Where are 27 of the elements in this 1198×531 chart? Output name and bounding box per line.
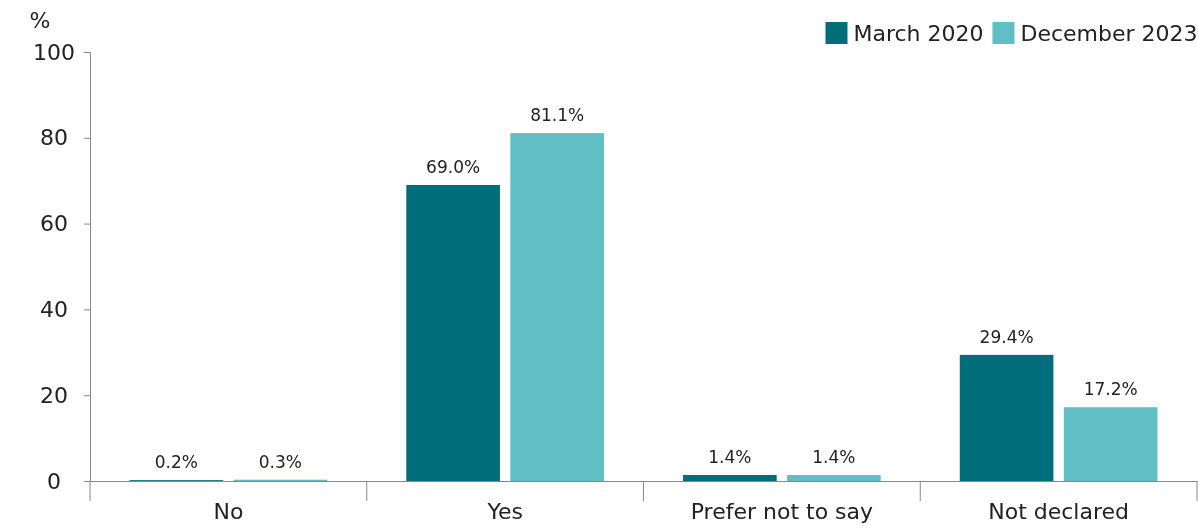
data-label: 81.1% [530,105,585,126]
bar [787,474,881,481]
bar [683,474,777,481]
y-tick-label: 100 [33,39,75,65]
legend-label: December 2023 [1020,21,1198,46]
y-tick-label: 20 [40,382,68,408]
bar [510,133,604,481]
data-label: 0.3% [258,451,302,472]
data-label: 69.0% [426,156,481,177]
bar [406,184,500,481]
data-label: 1.4% [812,446,856,467]
bar [1063,407,1158,481]
data-label: 17.2% [1083,379,1138,400]
x-tick-label: Yes [486,498,523,524]
x-tick-label: Prefer not to say [690,498,874,524]
bar [959,354,1054,481]
x-tick-label: Not declared [988,498,1130,524]
data-label: 1.4% [708,446,752,467]
data-label: 0.2% [154,452,198,473]
y-tick-label: 40 [40,296,68,322]
y-axis-title: % [29,8,51,33]
data-label: 29.4% [979,326,1034,347]
y-tick-label: 60 [40,211,68,237]
x-tick-label: No [213,498,244,524]
y-tick-label: 80 [40,125,68,151]
legend-label: March 2020 [853,21,984,46]
y-tick-label: 0 [47,468,61,494]
